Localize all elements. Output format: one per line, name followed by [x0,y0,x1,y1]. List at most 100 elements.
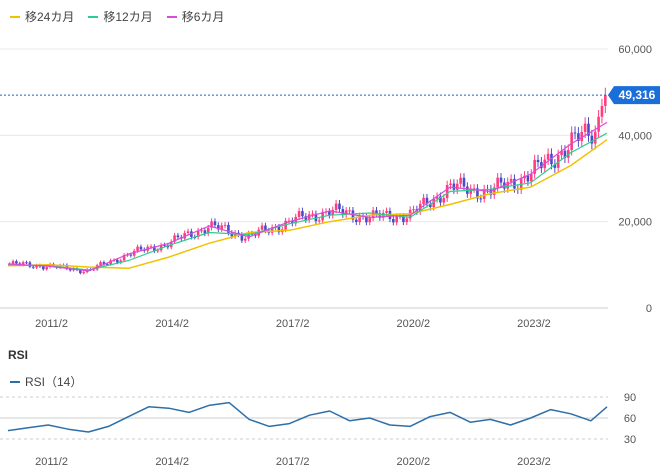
candle-body [35,265,38,268]
candle-body [25,262,28,264]
candle-body [432,198,435,208]
price-tick-label: 20,000 [618,217,652,229]
candle-body [563,150,567,158]
candle-body [341,209,345,215]
candle-body [119,260,123,263]
ma6-label: 移6カ月 [181,10,225,24]
candle-body [260,225,264,230]
candle-body [21,262,25,265]
price-chart[interactable]: 60,000 40,000 20,000 0 2011/2 2014/2 2017/2 202… [0,0,666,340]
ma12-swatch [88,15,99,18]
candle-body [469,188,473,194]
candle-body [334,203,338,210]
legend-item-ma12[interactable]: 移12カ月 [88,8,153,25]
candle-body [99,262,102,266]
candle-body [291,220,294,224]
price-tick-label: 0 [646,303,652,315]
candle-body [203,230,207,234]
candle-body [206,227,210,234]
candle-body [45,267,48,270]
candle-body [314,213,318,222]
legend-item-ma6[interactable]: 移6カ月 [166,8,225,25]
candle-body [587,123,590,136]
price-grid [0,48,608,309]
legend-item-ma24[interactable]: 移24カ月 [10,8,74,25]
price-badge-bg [608,86,660,105]
rsi-chart[interactable]: 90 60 30 2011/2 2014/2 2017/2 2020/2 2023/2 [0,389,666,469]
candle-body [230,232,234,237]
rsi-tick-label: 30 [624,434,636,446]
ma24-label: 移24カ月 [25,10,75,24]
candle-body [233,232,237,237]
rsi-line-group [7,401,608,433]
candle-body [79,269,82,274]
ma-line-2 [7,121,608,272]
candle-body [102,262,106,265]
rsi-legend-item[interactable]: RSI（14） [10,373,82,390]
candle-body [442,198,446,203]
candle-body [600,105,604,117]
candle-body [529,173,533,182]
rsi-date-tick-label: 2017/2 [276,456,310,468]
candle-body [513,178,516,189]
candle-body [583,123,587,132]
candle-body [496,177,499,188]
rsi-legend-label: RSI（14） [25,375,83,389]
candle-body [449,183,452,186]
candle-body [186,231,190,234]
candle-body [264,225,267,231]
candle-body [31,266,35,268]
candle-body [210,221,213,228]
candle-body [159,244,163,251]
candle-body [15,261,18,264]
candle-body [506,181,510,189]
candle-body [277,226,281,233]
candle-body [82,272,86,274]
candle-body [307,214,311,220]
candle-body [129,254,133,256]
candle-body [247,233,250,239]
moving-average-lines [7,121,608,272]
candle-body [375,210,378,214]
candle-body [479,198,483,200]
candle-body [499,177,503,183]
candle-body [122,254,126,261]
candle-body [270,227,274,233]
candle-body [139,246,143,250]
rsi-date-tick-label: 2023/2 [517,456,551,468]
candle-body [213,221,217,226]
candle-body [68,268,72,271]
candle-body [536,159,540,163]
price-axis-ticks: 60,000 40,000 20,000 0 2011/2 2014/2 2017/2 202… [35,44,652,330]
candle-body [439,196,442,203]
candle-body [546,153,550,160]
rsi-date-tick-label: 2020/2 [397,456,431,468]
candle-body [65,264,69,269]
candle-body [136,246,139,251]
candle-body [476,188,479,199]
rsi-date-tick-label: 2011/2 [35,456,68,468]
rsi-swatch [10,380,20,383]
ma24-swatch [10,15,20,18]
rsi-title: RSI [8,348,29,362]
candle-body [604,95,607,106]
date-tick-label: 2020/2 [397,318,431,330]
candle-body [149,246,153,248]
candle-body [105,264,109,266]
candle-body [593,131,597,144]
candle-body [533,159,536,174]
price-badge-text: 49,316 [619,88,656,102]
candle-body [455,183,459,190]
rsi-tick-label: 90 [624,392,636,404]
candle-body [402,216,405,223]
candle-body [445,185,449,199]
candle-body [183,233,186,239]
candle-body [173,235,176,242]
candle-body [200,230,203,232]
candle-body [297,211,301,217]
candle-body [301,211,304,217]
candle-body [354,219,358,223]
candle-body [570,132,573,150]
candle-body [217,225,220,230]
candle-body [509,178,513,182]
